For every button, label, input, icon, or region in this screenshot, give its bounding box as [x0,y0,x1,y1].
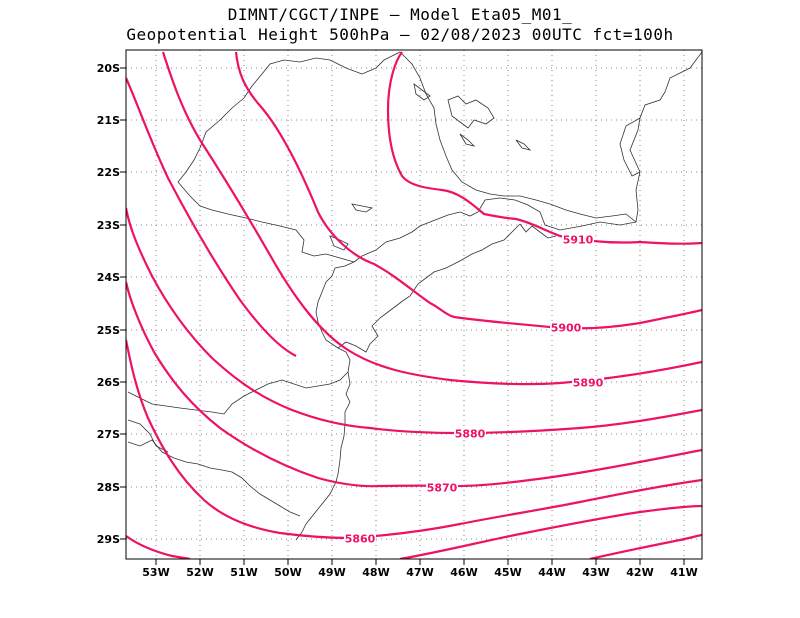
lat-label: 22S [97,166,120,179]
lat-label: 28S [97,481,120,494]
contour-line-upper-left-1 [161,51,702,386]
lat-label: 24S [97,271,120,284]
lake-furnas [447,95,495,129]
lon-label: 46W [450,566,477,579]
contour-lines [126,51,702,559]
contour-line-5860 [126,339,702,540]
lon-label: 45W [494,566,521,579]
border-sp-ms [177,97,245,183]
longitude-labels: 53W 52W 51W 50W 49W 48W 47W 46W 45W 44W … [142,566,697,579]
contour-label-5890: 5890 [573,377,604,390]
guanabara-bay [519,223,557,239]
contour-line-5870 [126,281,702,488]
border-mg-rj [399,51,637,223]
contour-label-5910: 5910 [563,234,594,247]
border-es [619,117,641,177]
lat-label: 25S [97,324,120,337]
plot-frame [125,49,703,560]
map-title-line1: DIMNT/CGCT/INPE – Model Eta05_M01_ [227,5,573,24]
contour-label-5870: 5870 [427,482,458,495]
contour-label-5860: 5860 [345,533,376,546]
contour-line-corner [126,535,191,559]
paranagua-bay [337,223,521,353]
border-sc-rs [127,439,301,517]
reservoir-1 [413,83,431,101]
contour-line-5880 [126,207,702,435]
reservoir-2 [351,203,374,213]
lat-label: 29S [97,533,120,546]
lat-label: 23S [97,219,120,232]
tick-marks [120,67,685,565]
latitude-labels: 20S 21S 22S 23S 24S 25S 26S 27S 28S 29S [97,62,120,546]
lon-label: 42W [626,566,653,579]
lon-label: 43W [582,566,609,579]
coastline-and-borders [127,51,702,541]
contour-line-5850 [399,504,702,559]
lon-label: 41W [670,566,697,579]
lat-label: 27S [97,428,120,441]
lon-label: 53W [142,566,169,579]
border-mg-sp [243,51,401,99]
lon-label: 44W [538,566,565,579]
map-title-line2: Geopotential Height 500hPa – 02/08/2023 … [126,25,674,44]
graticule [126,50,702,559]
border-pr-sp [177,181,355,263]
contour-line-5910 [234,51,702,330]
lat-label: 20S [97,62,120,75]
lat-label: 21S [97,114,120,127]
lon-label: 52W [186,566,213,579]
reservoir-3 [515,139,532,151]
lon-label: 51W [230,566,257,579]
contour-label-5880: 5880 [455,428,486,441]
contour-label-5900: 5900 [551,322,582,335]
contour-line-upper-left-2 [126,77,297,357]
lat-label: 26S [97,376,120,389]
contour-line-5840 [589,533,702,559]
reservoir-4 [459,133,476,147]
lon-label: 49W [318,566,345,579]
contour-line-5910-east [386,51,702,245]
lon-label: 48W [362,566,389,579]
border-pr-sc [127,371,349,415]
contour-labels: 5910 5900 5890 5880 5870 5860 [344,233,604,546]
lon-label: 47W [406,566,433,579]
atlantic-coastline [295,51,702,541]
lon-label: 50W [274,566,301,579]
border-misiones [127,419,169,453]
